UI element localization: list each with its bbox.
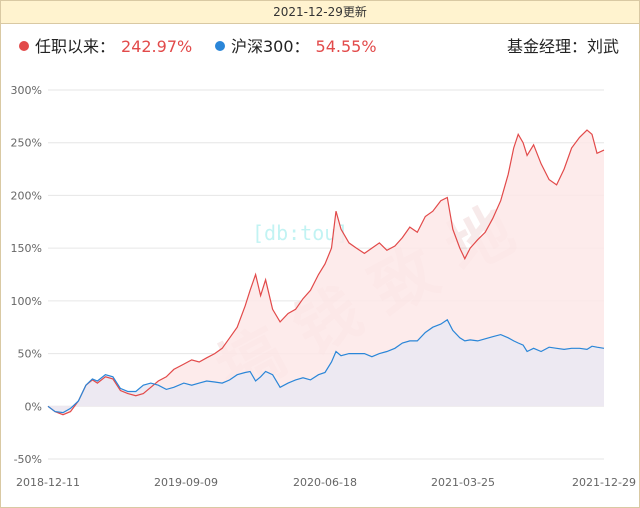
fund-manager-label: 基金经理：刘武 [506, 37, 619, 56]
y-tick-label: 50% [18, 348, 42, 361]
manager-series-line [47, 129, 605, 416]
update-date: 2021-12-29更新 [273, 5, 367, 19]
y-tick-label: 200% [11, 189, 42, 202]
legend-item-index[interactable]: 沪深300： 54.55% [215, 33, 377, 57]
legend-label-index: 沪深300： [231, 37, 310, 56]
y-tick-label: 300% [11, 84, 42, 97]
legend-value-manager: 242.97% [121, 37, 193, 56]
blue-dot-icon [215, 41, 225, 51]
x-tick-label: 2019-09-09 [154, 476, 218, 489]
series-lines [47, 129, 605, 416]
x-tick-label: 2018-12-11 [16, 476, 80, 489]
x-tick-label: 2020-06-18 [293, 476, 357, 489]
red-dot-icon [19, 41, 29, 51]
index-series-line [47, 318, 605, 414]
y-axis-ticks: 300% 250% 200% 150% 100% 50% 0% -50% [11, 84, 42, 466]
y-tick-label: 150% [11, 242, 42, 255]
y-tick-label: 100% [11, 295, 42, 308]
x-tick-label: 2021-03-25 [431, 476, 495, 489]
legend-item-manager[interactable]: 任职以来： 242.97% [19, 33, 192, 57]
index-area [48, 319, 604, 413]
x-tick-label: 2021-12-29 [572, 476, 636, 489]
series-areas [48, 130, 604, 415]
legend-value-index: 54.55% [315, 37, 377, 56]
y-tick-label: 250% [11, 137, 42, 150]
legend: 任职以来： 242.97% 沪深300： 54.55% 基金经理：刘武 [1, 33, 639, 63]
y-tick-label: -50% [14, 453, 42, 466]
legend-label-manager: 任职以来： [35, 37, 116, 56]
x-axis-ticks: 2018-12-11 2019-09-09 2020-06-18 2021-03-25… [16, 476, 636, 489]
y-tick-label: 0% [25, 400, 42, 413]
update-banner: 2021-12-29更新 [1, 1, 639, 24]
